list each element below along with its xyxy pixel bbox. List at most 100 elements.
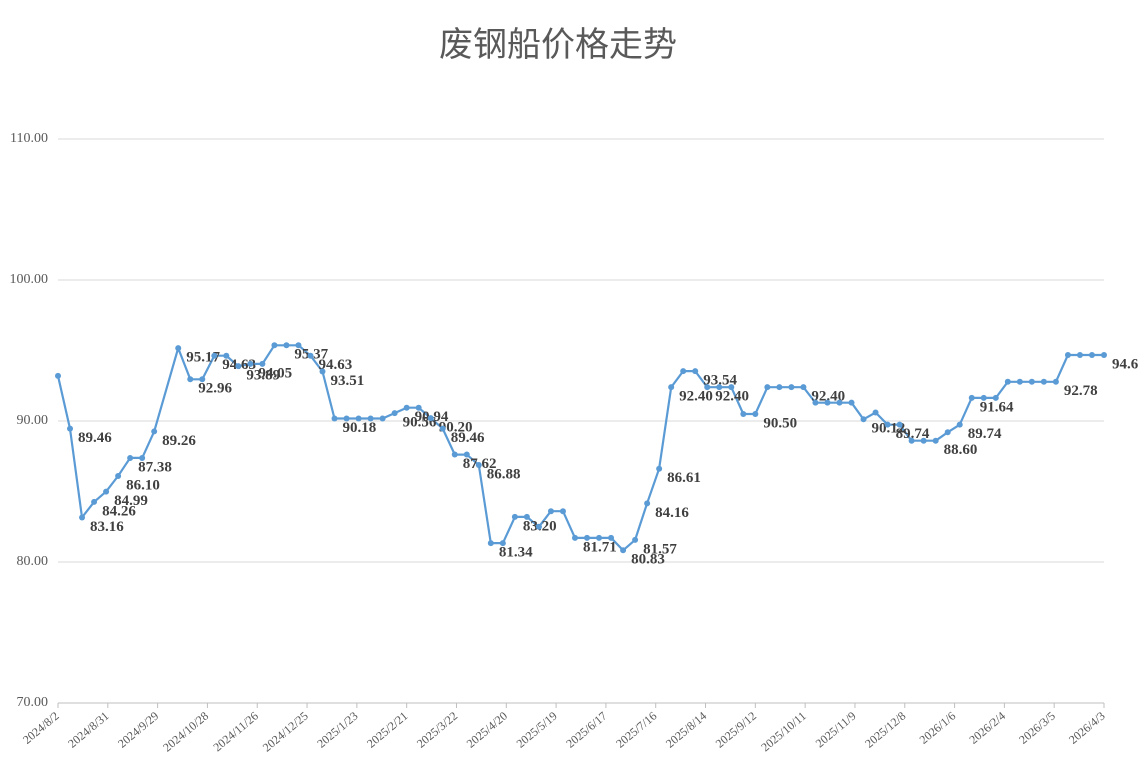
- data-point: [127, 454, 134, 461]
- data-label: 92.40: [679, 389, 713, 405]
- x-tick-label: 2025/2/21: [364, 709, 410, 751]
- data-point: [620, 547, 627, 554]
- data-point: [115, 472, 122, 479]
- data-label: 90.18: [343, 420, 377, 436]
- data-label: 89.46: [451, 430, 485, 446]
- data-point: [451, 451, 458, 458]
- data-label: 91.64: [980, 399, 1014, 415]
- y-tick-label: 70.00: [17, 695, 49, 710]
- data-label: 81.34: [499, 545, 533, 561]
- data-point: [367, 415, 374, 422]
- data-point: [668, 384, 675, 391]
- data-point: [475, 461, 482, 468]
- data-point: [535, 523, 542, 530]
- data-point: [1101, 352, 1107, 359]
- data-label: 89.26: [162, 433, 196, 449]
- x-tick-label: 2025/8/14: [663, 709, 709, 751]
- data-label: 86.10: [126, 477, 160, 493]
- data-label: 94.63: [318, 357, 352, 373]
- x-tick-label: 2026/2/4: [966, 709, 1008, 747]
- x-tick-label: 2026/3/5: [1016, 709, 1058, 747]
- data-point: [247, 360, 254, 367]
- data-point: [860, 416, 867, 423]
- x-tick-label: 2025/1/23: [314, 709, 360, 751]
- data-point: [355, 415, 362, 422]
- data-point: [788, 384, 795, 391]
- data-label: 86.61: [667, 470, 701, 486]
- data-point: [596, 534, 603, 541]
- data-label: 92.78: [1064, 383, 1098, 399]
- chart-title: 废钢船价格走势: [439, 26, 677, 64]
- data-point: [1088, 352, 1095, 359]
- data-label: 93.51: [331, 373, 365, 389]
- data-point: [896, 421, 903, 428]
- data-label: 92.40: [811, 389, 845, 405]
- data-point: [271, 342, 278, 349]
- data-point: [956, 421, 963, 428]
- data-point: [559, 508, 566, 515]
- x-tick-label: 2024/9/29: [115, 709, 161, 751]
- data-point: [764, 384, 771, 391]
- data-point: [235, 363, 242, 370]
- data-point: [704, 384, 711, 391]
- data-point: [331, 415, 338, 422]
- data-label: 95.17: [186, 350, 220, 366]
- data-point: [463, 451, 470, 458]
- data-point: [343, 415, 350, 422]
- x-tick-label: 2025/9/12: [713, 709, 759, 751]
- x-tick-label: 2024/10/28: [160, 709, 211, 755]
- y-tick-label: 110.00: [10, 131, 48, 146]
- data-point: [79, 514, 86, 521]
- data-label: 83.16: [90, 519, 124, 535]
- x-tick-label: 2025/11/9: [813, 709, 859, 751]
- data-point: [716, 384, 723, 391]
- data-point: [644, 500, 651, 507]
- data-point: [812, 399, 819, 406]
- data-point: [571, 534, 578, 541]
- data-point: [692, 368, 699, 375]
- data-point: [848, 399, 855, 406]
- x-tick-label: 2025/4/20: [464, 709, 510, 751]
- data-point: [656, 465, 663, 472]
- data-label: 94.05: [258, 365, 292, 381]
- data-label: 93.89: [246, 368, 280, 384]
- data-point: [908, 437, 915, 444]
- data-point: [319, 368, 326, 375]
- data-point: [800, 384, 807, 391]
- data-point: [824, 399, 831, 406]
- x-tick-label: 2025/12/8: [862, 709, 908, 751]
- data-point: [680, 368, 687, 375]
- data-point: [944, 429, 951, 436]
- x-tick-label: 2024/11/26: [210, 709, 261, 755]
- y-tick-label: 90.00: [17, 413, 49, 428]
- data-label: 89.46: [78, 430, 112, 446]
- data-point: [91, 498, 98, 505]
- data-label: 80.83: [631, 552, 665, 568]
- data-point: [584, 534, 591, 541]
- data-point: [752, 410, 759, 417]
- x-tick-label: 2025/5/19: [514, 709, 560, 751]
- data-point: [223, 352, 230, 359]
- data-label: 84.26: [102, 503, 136, 519]
- x-tick-label: 2025/6/17: [563, 709, 609, 751]
- data-point: [391, 410, 398, 417]
- data-point: [728, 384, 735, 391]
- data-point: [283, 342, 290, 349]
- data-point: [920, 437, 927, 444]
- data-point: [872, 409, 879, 416]
- data-label: 87.38: [138, 459, 172, 475]
- data-point: [211, 352, 218, 359]
- data-point: [295, 342, 302, 349]
- data-point: [608, 534, 615, 541]
- data-point: [259, 360, 266, 367]
- data-point: [67, 425, 74, 432]
- data-point: [523, 513, 530, 520]
- data-label: 89.74: [896, 426, 930, 442]
- x-tick-label: 2024/12/25: [260, 709, 311, 755]
- data-point: [932, 437, 939, 444]
- x-tick-label: 2025/10/11: [758, 709, 809, 755]
- data-point: [187, 376, 194, 383]
- data-point: [1064, 352, 1071, 359]
- x-tick-label: 2026/1/6: [917, 709, 959, 747]
- data-point: [103, 488, 110, 495]
